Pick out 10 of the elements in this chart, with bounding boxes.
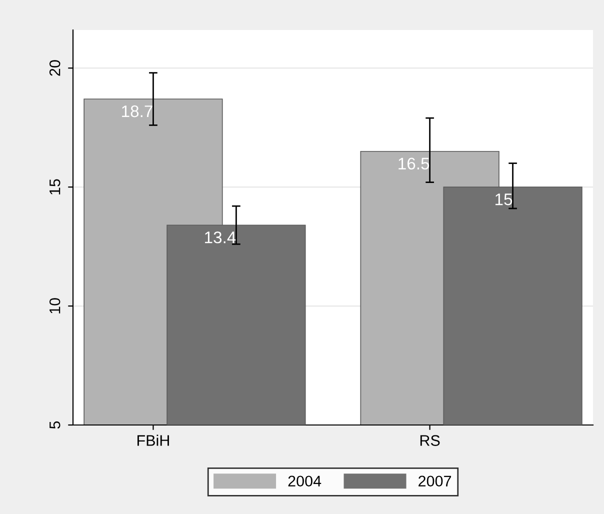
- data-label: 15: [496, 194, 512, 206]
- y-tick-label: 10: [49, 298, 60, 314]
- legend-label: 2004: [288, 476, 322, 487]
- y-tick-label: 20: [49, 60, 60, 76]
- x-tick-label: RS: [420, 435, 440, 446]
- y-tick-label: 15: [50, 179, 60, 194]
- legend-label: 2007: [418, 476, 452, 487]
- x-tick-label: FBiH: [137, 434, 169, 446]
- data-label: 18.7: [122, 105, 152, 118]
- y-tick-label: 5: [50, 421, 60, 429]
